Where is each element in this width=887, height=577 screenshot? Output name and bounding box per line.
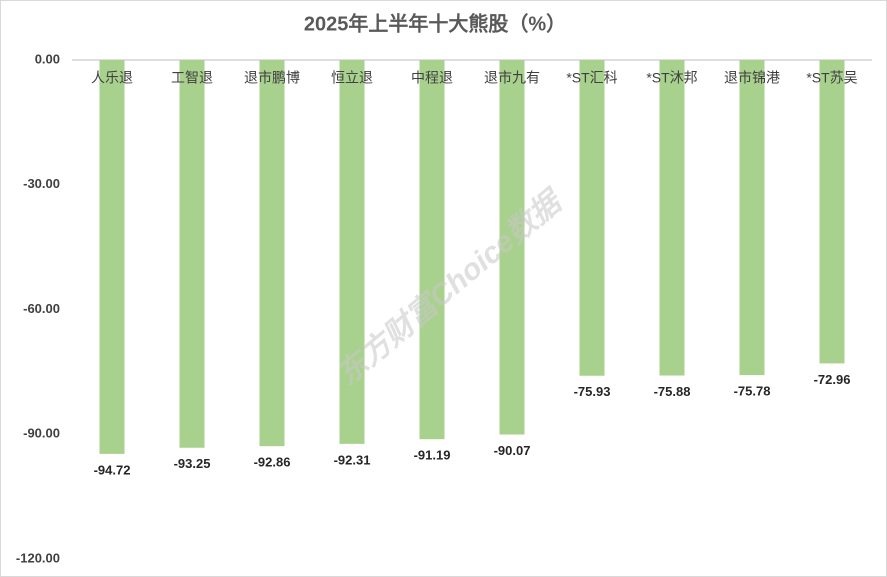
value-label: -75.78 <box>734 384 771 399</box>
value-label: -90.07 <box>494 443 531 458</box>
y-tick-label: -90.00 <box>23 426 60 441</box>
y-tick-label: -30.00 <box>23 176 60 191</box>
bar <box>259 60 285 447</box>
chart-title: 2025年上半年十大熊股（%） <box>304 11 566 35</box>
x-tick-label: 恒立退 <box>331 70 373 86</box>
x-tick-label: 退市九有 <box>484 70 540 86</box>
bar <box>739 60 765 376</box>
value-label: -92.31 <box>334 452 371 467</box>
y-tick-label: -120.00 <box>16 550 60 565</box>
x-tick-label: *ST沐邦 <box>646 70 697 86</box>
bar <box>99 60 125 454</box>
x-tick-label: *ST汇科 <box>566 70 617 86</box>
value-label: -91.19 <box>414 448 451 463</box>
y-tick-label: 0.00 <box>35 51 60 66</box>
bar <box>419 60 445 440</box>
value-label: -72.96 <box>814 372 851 387</box>
bar <box>819 60 845 364</box>
value-label: -93.25 <box>174 456 211 471</box>
value-label: -75.88 <box>654 384 691 399</box>
bar <box>179 60 205 448</box>
value-label: -92.86 <box>254 455 291 470</box>
x-tick-label: *ST苏吴 <box>806 70 857 86</box>
bar <box>579 60 605 376</box>
x-tick-label: 退市锦港 <box>724 70 780 86</box>
x-tick-label: 中程退 <box>411 70 453 86</box>
value-label: -75.93 <box>574 384 611 399</box>
bar <box>339 60 365 444</box>
bar <box>499 60 525 435</box>
x-tick-label: 人乐退 <box>91 70 133 86</box>
value-label: -94.72 <box>94 462 131 477</box>
x-tick-label: 工智退 <box>171 70 213 86</box>
y-tick-label: -60.00 <box>23 301 60 316</box>
x-tick-label: 退市鹏博 <box>244 70 300 86</box>
bar <box>659 60 685 376</box>
